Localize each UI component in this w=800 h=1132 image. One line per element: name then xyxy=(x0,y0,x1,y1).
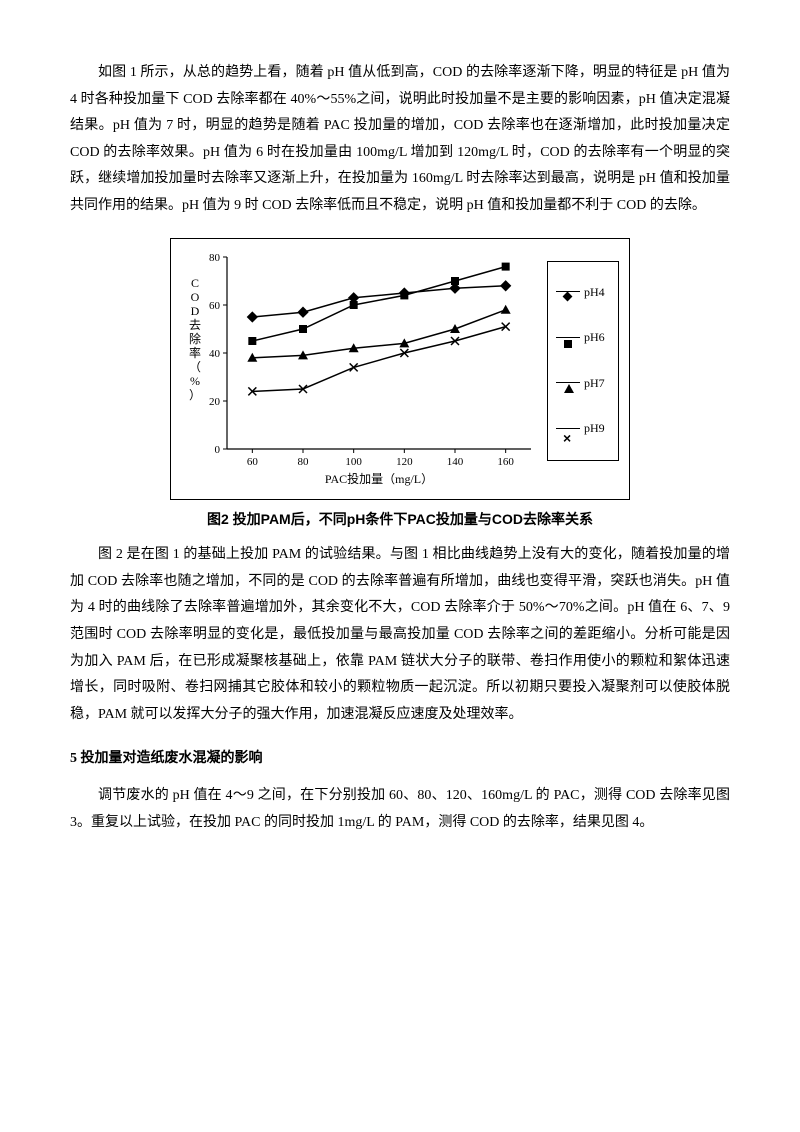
svg-text:60: 60 xyxy=(209,300,221,312)
svg-text:20: 20 xyxy=(209,396,221,408)
paragraph-1: 如图 1 所示，从总的趋势上看，随着 pH 值从低到高，COD 的去除率逐渐下降… xyxy=(70,60,730,220)
svg-text:100: 100 xyxy=(345,456,362,468)
svg-text:80: 80 xyxy=(209,252,221,264)
svg-text:）: ） xyxy=(189,388,201,402)
figure-caption: 图2 投加PAM后，不同pH条件下PAC投加量与COD去除率关系 xyxy=(207,506,593,533)
plot-column: 0 20 40 60 80 60 80 100 120 140 160 PAC投加量（mg/L） COD… xyxy=(181,249,541,489)
svg-text:80: 80 xyxy=(298,456,310,468)
legend-item-ph9: pH9 xyxy=(556,417,610,440)
svg-text:（: （ xyxy=(189,360,201,374)
svg-text:160: 160 xyxy=(497,456,514,468)
svg-text:O: O xyxy=(191,290,200,304)
square-icon xyxy=(556,332,580,344)
legend-label: pH9 xyxy=(584,417,605,440)
svg-text:140: 140 xyxy=(447,456,464,468)
svg-text:PAC投加量（mg/L）: PAC投加量（mg/L） xyxy=(325,471,433,486)
chart-container: 0 20 40 60 80 60 80 100 120 140 160 PAC投加量（mg/L） COD… xyxy=(170,238,630,500)
legend-label: pH4 xyxy=(584,281,605,304)
svg-text:除: 除 xyxy=(189,331,201,346)
legend: pH4 pH6 pH7 pH9 xyxy=(547,261,619,461)
x-icon xyxy=(556,423,580,435)
figure-2: 0 20 40 60 80 60 80 100 120 140 160 PAC投加量（mg/L） COD… xyxy=(70,238,730,533)
paragraph-3: 调节废水的 pH 值在 4～9 之间，在下分别投加 60、80、120、160m… xyxy=(70,783,730,836)
svg-text:%: % xyxy=(190,374,200,388)
svg-text:C: C xyxy=(191,276,199,290)
svg-text:D: D xyxy=(191,304,200,318)
line-chart-svg: 0 20 40 60 80 60 80 100 120 140 160 PAC投加量（mg/L） COD… xyxy=(181,249,541,489)
section-5-heading: 5 投加量对造纸废水混凝的影响 xyxy=(70,746,730,773)
svg-text:60: 60 xyxy=(247,456,259,468)
svg-text:率: 率 xyxy=(189,345,201,360)
svg-text:40: 40 xyxy=(209,348,221,360)
legend-label: pH6 xyxy=(584,326,605,349)
svg-text:去: 去 xyxy=(189,318,201,332)
svg-text:120: 120 xyxy=(396,456,413,468)
paragraph-2: 图 2 是在图 1 的基础上投加 PAM 的试验结果。与图 1 相比曲线趋势上没… xyxy=(70,542,730,728)
diamond-icon xyxy=(556,286,580,298)
svg-text:0: 0 xyxy=(215,444,221,456)
legend-label: pH7 xyxy=(584,372,605,395)
triangle-icon xyxy=(556,377,580,389)
legend-item-ph7: pH7 xyxy=(556,372,610,395)
legend-item-ph6: pH6 xyxy=(556,326,610,349)
legend-item-ph4: pH4 xyxy=(556,281,610,304)
